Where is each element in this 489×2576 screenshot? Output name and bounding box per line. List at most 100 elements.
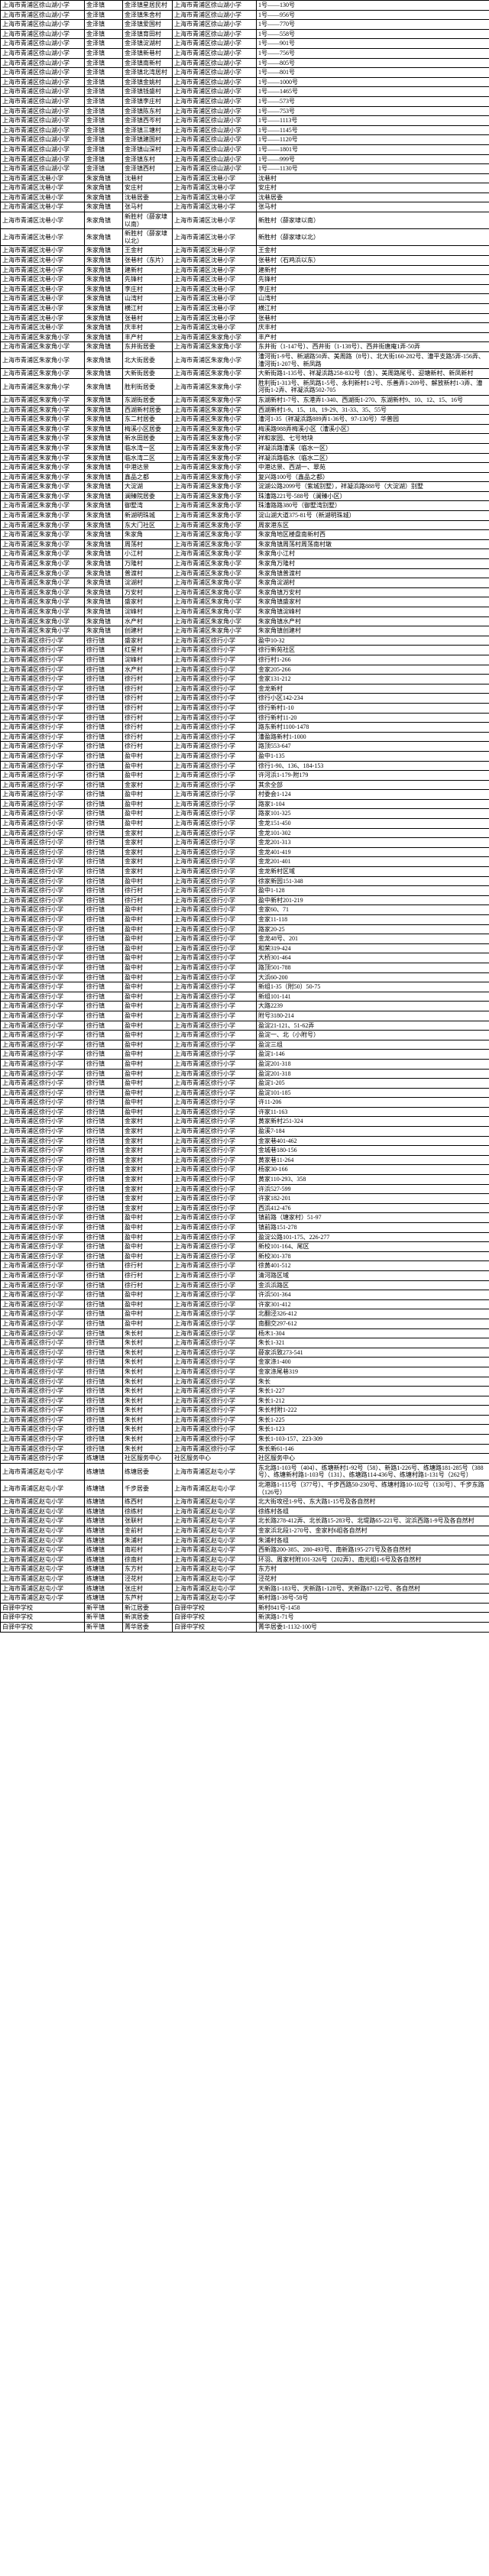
table-cell: 朱家角小江村 — [257, 549, 489, 559]
table-cell: 上海市青浦区徐行小学 — [1, 905, 85, 915]
table-cell: 盈中村 — [123, 1319, 173, 1328]
table-cell: 上海市青浦区徐行小学 — [1, 1319, 85, 1328]
table-cell: 水产村 — [123, 665, 173, 675]
table-cell: 黄家110-293、358 — [257, 1175, 489, 1185]
table-cell: 北港路1-115号（377号）、千步西路50-230号、练塘村路10-102号（… — [257, 1481, 489, 1497]
table-row: 上海市青浦区徐行小学徐行镇金家村上海市青浦区徐行小学黄家巷11-264 — [1, 1155, 489, 1165]
table-cell: 金家村 — [123, 867, 173, 877]
table-cell: 上海市青浦区徐行小学 — [1, 934, 85, 944]
table-row: 上海市青浦区徐行小学徐行镇徐行村上海市青浦区徐行小学盈中1-128 — [1, 886, 489, 896]
table-cell: 练塘镇 — [85, 1481, 123, 1497]
table-row: 上海市青浦区沈巷小学朱家角镇建新村上海市青浦区沈巷小学建新村 — [1, 265, 489, 275]
table-cell: 上海市青浦区徐行小学 — [173, 867, 257, 877]
table-cell: 上海市青浦区徐山湖小学 — [173, 164, 257, 174]
table-cell: 金泽镇 — [85, 20, 123, 30]
table-cell: 上海市青浦区徐行小学 — [173, 694, 257, 704]
table-row: 上海市青浦区朱家角小学朱家角镇北大街居委上海市青浦区朱家角小学漕河街1-9号、新… — [1, 351, 489, 368]
table-cell: 上海市青浦区徐行小学 — [173, 732, 257, 742]
table-cell: 张庄村 — [123, 1584, 173, 1594]
table-cell: 上海市青浦区徐行小学 — [1, 1050, 85, 1060]
table-cell: 上海市青浦区朱家角小学 — [173, 415, 257, 425]
table-row: 上海市青浦区徐行小学徐行镇盈中村上海市青浦区徐行小学路顶501-788 — [1, 963, 489, 972]
table-cell: 白驿中学校 — [1, 1603, 85, 1613]
table-cell: 徐行镇 — [85, 1425, 123, 1435]
table-cell: 上海市青浦区徐山湖小学 — [173, 68, 257, 78]
table-cell: 练塘镇 — [85, 1574, 123, 1584]
table-row: 上海市青浦区徐行小学徐行镇盈中村上海市青浦区徐行小学许家301-412 — [1, 1299, 489, 1309]
table-cell: 上海市青浦区徐山湖小学 — [173, 58, 257, 68]
table-cell: 朱家角镇 — [85, 568, 123, 578]
table-cell: 上海市青浦区徐行小学 — [173, 1194, 257, 1204]
table-cell: 徐行镇 — [85, 1415, 123, 1425]
table-cell: 金家村 — [123, 838, 173, 848]
table-cell: 金泽镇新巷村 — [123, 48, 173, 58]
table-row: 上海市青浦区朱家角小学朱家角镇新湖明珠城上海市青浦区朱家角小学淀山湖大道375-… — [1, 511, 489, 521]
table-row: 上海市青浦区沈巷小学朱家角镇张巷村上海市青浦区沈巷小学张巷村 — [1, 313, 489, 323]
table-row: 上海市青浦区徐行小学徐行镇朱长村上海市青浦区徐行小学金家涤1-400 — [1, 1358, 489, 1367]
table-cell: 上海市青浦区徐行小学 — [1, 732, 85, 742]
table-cell: 祥凝浜路临水（临水二区） — [257, 453, 489, 463]
table-cell: 东方村 — [257, 1565, 489, 1574]
table-cell: 朱家角镇 — [85, 501, 123, 511]
table-cell: 朱家角镇 — [85, 597, 123, 607]
table-cell: 上海市青浦区徐行小学 — [173, 876, 257, 886]
table-cell: 胜利街1-313号、新凤路1-5号、永利新村1-2号、乐善弄1-209号、解放新… — [257, 378, 489, 395]
table-cell: 大浜60-200 — [257, 972, 489, 982]
table-cell: 徐行村 — [123, 703, 173, 713]
table-row: 上海市青浦区徐行小学徐行镇盈中村上海市青浦区徐行小学和荣319-424 — [1, 943, 489, 953]
table-row: 上海市青浦区沈巷小学朱家角镇王金村上海市青浦区沈巷小学王金村 — [1, 246, 489, 256]
table-row: 上海市青浦区徐行小学徐行镇金家村上海市青浦区徐行小学金龙401-419 — [1, 847, 489, 857]
table-row: 上海市青浦区赵屯小学练塘镇千步居委上海市青浦区赵屯小学北港路1-115号（377… — [1, 1481, 489, 1497]
table-cell: 上海市青浦区赵屯小学 — [1, 1481, 85, 1497]
table-row: 上海市青浦区徐山湖小学金泽镇金泽镇李庄村上海市青浦区徐山湖小学1号——573号 — [1, 96, 489, 106]
table-cell: 上海市青浦区徐行小学 — [1, 895, 85, 905]
table-cell: 盈中村 — [123, 819, 173, 829]
table-cell: 1号——956号 — [257, 10, 489, 20]
table-cell: 环羽、周家村附101-326号（202弄）、南元组1-6号及各自然村 — [257, 1555, 489, 1565]
table-row: 上海市青浦区徐行小学徐行镇盈中村上海市青浦区徐行小学金龙48号、201 — [1, 934, 489, 944]
table-row: 上海市青浦区徐山湖小学金泽镇金泽镇建国村上海市青浦区徐山湖小学1号——1120号 — [1, 135, 489, 145]
table-cell: 东北路1-103号（404）、练塘新村1-92号（58）、新路1-226号、练塘… — [257, 1463, 489, 1480]
table-cell: 徐行镇 — [85, 1406, 123, 1416]
table-cell: 上海市青浦区朱家角小学 — [1, 616, 85, 626]
table-cell: 盈中村 — [123, 1213, 173, 1223]
table-cell: 徐行村 — [123, 694, 173, 704]
table-cell: 徐行镇 — [85, 799, 123, 809]
table-cell: 朱家角镇 — [85, 405, 123, 415]
table-cell: 上海市青浦区朱家角小学 — [173, 405, 257, 415]
table-cell: 朱家角镇 — [85, 463, 123, 473]
table-cell: 徐行镇 — [85, 1232, 123, 1242]
table-cell: 金家巷401-462 — [257, 1136, 489, 1146]
table-cell: 徐行新苑社区 — [257, 646, 489, 655]
table-cell: 东井街居委 — [123, 342, 173, 352]
table-cell: 金家村 — [123, 847, 173, 857]
table-cell: 上海市青浦区徐山湖小学 — [173, 106, 257, 116]
table-row: 上海市青浦区朱家角小学朱家角镇鑫品之都上海市青浦区朱家角小学复兴路100号（鑫品… — [1, 472, 489, 482]
table-cell: 张马村 — [123, 202, 173, 212]
table-cell: 上海市青浦区徐行小学 — [1, 723, 85, 733]
table-cell: 上海市青浦区徐山湖小学 — [1, 125, 85, 135]
table-cell: 张巷村（东片） — [123, 256, 173, 266]
table-cell: 徐行村 — [123, 742, 173, 752]
table-cell: 上海市青浦区徐行小学 — [1, 713, 85, 723]
table-cell: 上海市青浦区徐行小学 — [173, 828, 257, 838]
table-cell: 朱长村 — [123, 1358, 173, 1367]
table-cell: 上海市青浦区沈巷小学 — [173, 313, 257, 323]
table-cell: 盈中村 — [123, 1059, 173, 1069]
table-cell: 金家村 — [123, 1155, 173, 1165]
table-cell: 上海市青浦区沈巷小学 — [173, 193, 257, 202]
table-cell: 白驿中学校 — [173, 1613, 257, 1623]
table-cell: 上海市青浦区徐行小学 — [1, 876, 85, 886]
table-cell: 金泽镇北湾居村 — [123, 68, 173, 78]
table-row: 上海市青浦区朱家角小学朱家角镇御墅湾上海市青浦区朱家角小学珠漕路路380号（御墅… — [1, 501, 489, 511]
table-cell: 新胜村（薛家埭以北） — [257, 229, 489, 246]
table-cell: 上海市青浦区沈巷小学 — [1, 294, 85, 304]
table-cell: 上海市青浦区徐行小学 — [173, 1406, 257, 1416]
table-cell: 上海市青浦区徐山湖小学 — [1, 10, 85, 20]
table-cell: 新滨路1-71号 — [257, 1613, 489, 1623]
table-cell: 徐行镇 — [85, 809, 123, 819]
table-cell: 张巷村 — [257, 313, 489, 323]
table-cell: 朱家角镇 — [85, 212, 123, 229]
table-cell: 上海市青浦区朱家角小学 — [1, 549, 85, 559]
table-cell: 上海市青浦区沈巷小学 — [1, 313, 85, 323]
